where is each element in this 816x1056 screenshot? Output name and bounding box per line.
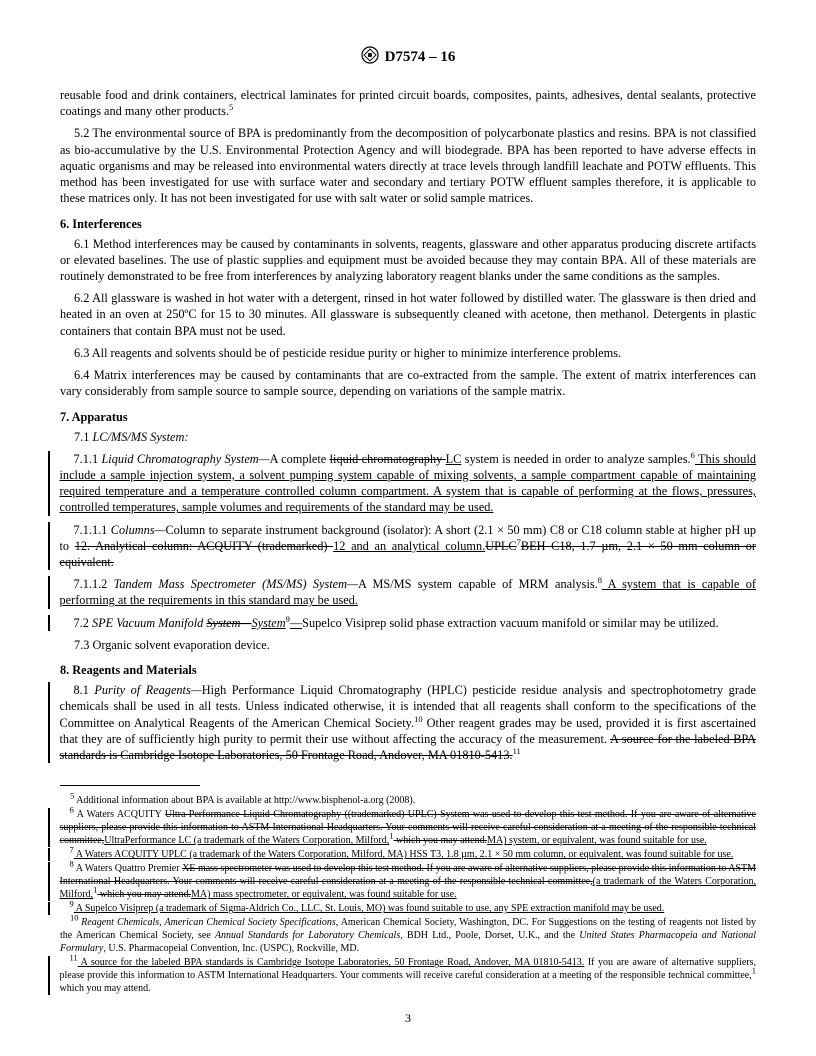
rev-footnote-6: 6 A Waters ACQUITY Ultra Performance Liq… [48,808,756,847]
heading-8: 8. Reagents and Materials [60,663,756,678]
page-header: D7574 – 16 [60,46,756,69]
rev-footnote-9: 9 A Supelco Visiprep (a trademark of Sig… [48,902,756,915]
para-5-1-cont: reusable food and drink containers, elec… [60,87,756,119]
footnote-rule [60,785,200,790]
para-6-3: 6.3 All reagents and solvents should be … [60,345,756,361]
rev-footnote-7: 7 A Waters ACQUITY UPLC (a trademark of … [48,848,756,861]
footnote-5: 5 Additional information about BPA is av… [60,794,756,807]
page: D7574 – 16 reusable food and drink conta… [0,0,816,1056]
astm-logo-icon [361,46,379,69]
rev-block-7-2: 7.2 SPE Vacuum Manifold System—System9—S… [48,615,756,631]
para-7-3: 7.3 Organic solvent evaporation device. [60,637,756,653]
para-6-2: 6.2 All glassware is washed in hot water… [60,290,756,339]
para-5-2: 5.2 The environmental source of BPA is p… [60,125,756,206]
rev-block-7-1-1-1: 7.1.1.1 Columns—Column to separate instr… [48,522,756,571]
footnote-11: 11 A source for the labeled BPA standard… [60,956,757,995]
para-7-1: 7.1 LC/MS/MS System: [60,429,756,445]
para-7-2: 7.2 SPE Vacuum Manifold System—System9—S… [60,615,757,631]
rev-block-7-1-1: 7.1.1 Liquid Chromatography System—A com… [48,451,756,516]
designation: D7574 – 16 [385,49,456,65]
footnote-7: 7 A Waters ACQUITY UPLC (a trademark of … [60,848,757,861]
rev-footnote-11: 11 A source for the labeled BPA standard… [48,956,756,995]
footnote-6: 6 A Waters ACQUITY Ultra Performance Liq… [60,808,757,847]
para-8-1: 8.1 Purity of Reagents—High Performance … [60,682,757,763]
rev-footnote-8: 8 A Waters Quattro Premier XE mass spect… [48,862,756,901]
footnote-9: 9 A Supelco Visiprep (a trademark of Sig… [60,902,757,915]
para-7-1-1-1: 7.1.1.1 Columns—Column to separate instr… [60,522,757,571]
footnote-8: 8 A Waters Quattro Premier XE mass spect… [60,862,757,901]
rev-block-8-1: 8.1 Purity of Reagents—High Performance … [48,682,756,763]
para-7-1-1-2: 7.1.1.2 Tandem Mass Spectrometer (MS/MS)… [60,576,757,608]
heading-7: 7. Apparatus [60,410,756,425]
heading-6: 6. Interferences [60,217,756,232]
footnotes: 5 Additional information about BPA is av… [60,794,756,995]
para-6-1: 6.1 Method interferences may be caused b… [60,236,756,285]
footnote-10: 10 Reagent Chemicals, American Chemical … [60,916,756,955]
para-6-4: 6.4 Matrix interferences may be caused b… [60,367,756,399]
para-7-1-1: 7.1.1 Liquid Chromatography System—A com… [60,451,757,516]
rev-block-7-1-1-2: 7.1.1.2 Tandem Mass Spectrometer (MS/MS)… [48,576,756,608]
page-number: 3 [0,1011,816,1026]
